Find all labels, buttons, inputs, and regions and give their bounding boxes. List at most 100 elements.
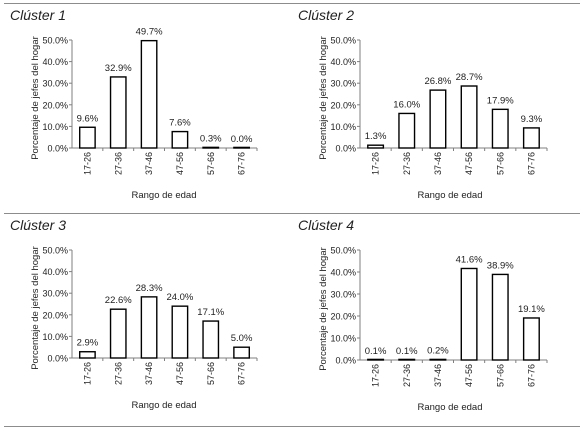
data-label: 9.3% <box>521 114 543 125</box>
y-tick-label: 0.0% <box>335 144 356 154</box>
data-label: 0.1% <box>396 346 418 357</box>
x-tick-label: 37-46 <box>144 362 154 385</box>
y-axis-label: Porcentaje de jefes del hogar <box>318 36 329 160</box>
y-axis-label: Porcentaje de jefes del hogar <box>30 246 41 370</box>
x-tick-label: 67-76 <box>237 362 247 385</box>
y-tick-label: 20.0% <box>42 100 68 110</box>
y-tick-label: 50.0% <box>330 246 356 256</box>
data-label: 24.0% <box>166 292 193 303</box>
y-tick-label: 0.0% <box>335 356 356 366</box>
bar-27-36 <box>109 76 127 149</box>
chart-title: Clúster 1 <box>10 7 66 23</box>
data-label: 41.6% <box>456 254 483 265</box>
chart-4: Clúster 4 0.0% 10.0% 20.0% 30.0% 40.0% 50.0% 0.… <box>298 217 548 413</box>
bar-37-46 <box>429 358 447 361</box>
bar-57-66 <box>202 146 220 149</box>
data-label: 2.9% <box>77 338 99 349</box>
top-rule <box>4 3 580 4</box>
x-tick-label: 47-56 <box>175 362 185 385</box>
chart-3: Clúster 3 0.0% 10.0% 20.0% 30.0% 40.0% 50.0% 2.… <box>10 217 258 411</box>
bar-47-56 <box>460 267 478 361</box>
chart-title: Clúster 4 <box>298 217 354 233</box>
data-label: 16.0% <box>393 99 420 110</box>
bar-47-56 <box>460 85 478 149</box>
data-label: 9.6% <box>77 113 99 124</box>
bar-27-36 <box>398 112 416 149</box>
x-tick-label: 17-26 <box>371 364 381 387</box>
data-label: 32.9% <box>105 63 132 74</box>
y-tick-label: 30.0% <box>330 290 356 300</box>
x-axis-label: Rango de edad <box>132 190 197 201</box>
bar-37-46 <box>140 296 158 359</box>
data-label: 0.0% <box>231 134 253 145</box>
bar-47-56 <box>171 305 189 359</box>
chart-title: Clúster 2 <box>298 7 354 23</box>
x-tick-label: 67-76 <box>526 152 536 175</box>
bar-67-76 <box>522 127 540 149</box>
x-tick-label: 17-26 <box>371 152 381 175</box>
y-tick-label: 40.0% <box>330 57 356 67</box>
chart-title: Clúster 3 <box>10 217 66 233</box>
y-tick-label: 50.0% <box>330 36 356 46</box>
data-label: 1.3% <box>365 131 387 142</box>
x-tick-label: 27-36 <box>113 152 123 175</box>
x-tick-label: 47-56 <box>175 152 185 175</box>
y-tick-label: 10.0% <box>42 122 68 132</box>
y-tick-label: 20.0% <box>42 310 68 320</box>
x-tick-label: 47-56 <box>464 364 474 387</box>
x-axis-label: Rango de edad <box>418 190 483 201</box>
bar-17-26 <box>367 144 385 149</box>
bar-17-26 <box>79 126 96 149</box>
x-tick-label: 67-76 <box>526 364 536 387</box>
y-tick-label: 0.0% <box>47 354 68 364</box>
y-tick-label: 10.0% <box>330 122 356 132</box>
x-axis-label: Rango de edad <box>418 402 483 413</box>
data-label: 38.9% <box>487 260 514 271</box>
data-label: 26.8% <box>424 76 451 87</box>
y-tick-label: 30.0% <box>42 79 68 89</box>
y-tick-label: 10.0% <box>42 332 68 342</box>
data-label: 28.3% <box>136 283 163 294</box>
x-tick-label: 27-36 <box>402 152 412 175</box>
x-tick-label: 57-66 <box>206 362 216 385</box>
y-tick-label: 30.0% <box>42 289 68 299</box>
y-axis-label: Porcentaje de jefes del hogar <box>30 36 41 160</box>
data-label: 7.6% <box>169 118 191 129</box>
data-label: 5.0% <box>231 333 253 344</box>
y-tick-label: 20.0% <box>330 100 356 110</box>
bar-67-76 <box>233 346 250 359</box>
middle-rule <box>4 213 580 214</box>
bar-37-46 <box>429 89 447 149</box>
bar-57-66 <box>491 273 509 361</box>
x-axis-label: Rango de edad <box>132 400 197 411</box>
bar-67-76 <box>522 317 540 361</box>
x-tick-label: 47-56 <box>464 152 474 175</box>
x-tick-label: 57-66 <box>495 152 505 175</box>
data-label: 17.1% <box>197 307 224 318</box>
y-tick-label: 50.0% <box>42 246 68 256</box>
bar-37-46 <box>140 39 158 149</box>
bar-27-36 <box>109 308 127 359</box>
y-tick-label: 0.0% <box>47 144 68 154</box>
x-tick-label: 37-46 <box>433 152 443 175</box>
x-tick-label: 57-66 <box>495 364 505 387</box>
bar-57-66 <box>491 108 509 149</box>
x-tick-label: 67-76 <box>237 152 247 175</box>
bottom-rule <box>4 426 580 427</box>
x-tick-label: 57-66 <box>206 152 216 175</box>
x-tick-label: 27-36 <box>402 364 412 387</box>
x-tick-label: 17-26 <box>82 362 92 385</box>
x-tick-label: 37-46 <box>144 152 154 175</box>
data-label: 17.9% <box>487 95 514 106</box>
bar-67-76 <box>233 146 250 149</box>
y-tick-label: 10.0% <box>330 334 356 344</box>
data-label: 0.2% <box>427 346 449 357</box>
y-tick-label: 40.0% <box>42 57 68 67</box>
x-tick-label: 37-46 <box>433 364 443 387</box>
data-label: 0.1% <box>365 346 387 357</box>
y-tick-label: 50.0% <box>42 36 68 46</box>
bar-17-26 <box>367 358 385 361</box>
bar-47-56 <box>171 130 189 149</box>
x-tick-label: 17-26 <box>82 152 92 175</box>
y-tick-label: 40.0% <box>330 268 356 278</box>
